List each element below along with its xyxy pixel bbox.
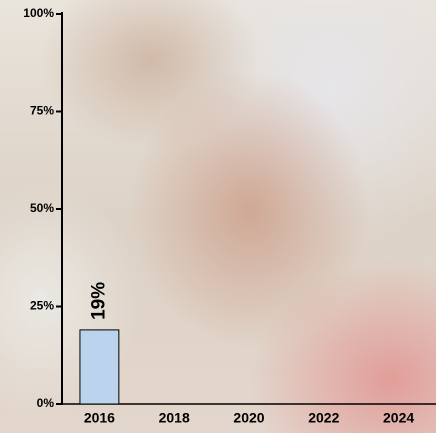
y-tick-label: 75% [30,104,54,118]
x-tick-label: 2020 [233,410,264,426]
x-tick-label: 2018 [159,410,190,426]
x-tick-label: 2024 [383,410,414,426]
y-tick-label: 25% [30,299,54,313]
x-tick-label: 2022 [308,410,339,426]
x-tick-label: 2016 [84,410,115,426]
y-tick-label: 0% [37,396,55,410]
bar [79,329,120,405]
value-label: 19% [88,282,109,320]
y-tick-label: 100% [23,6,54,20]
y-tick-label: 50% [30,201,54,215]
